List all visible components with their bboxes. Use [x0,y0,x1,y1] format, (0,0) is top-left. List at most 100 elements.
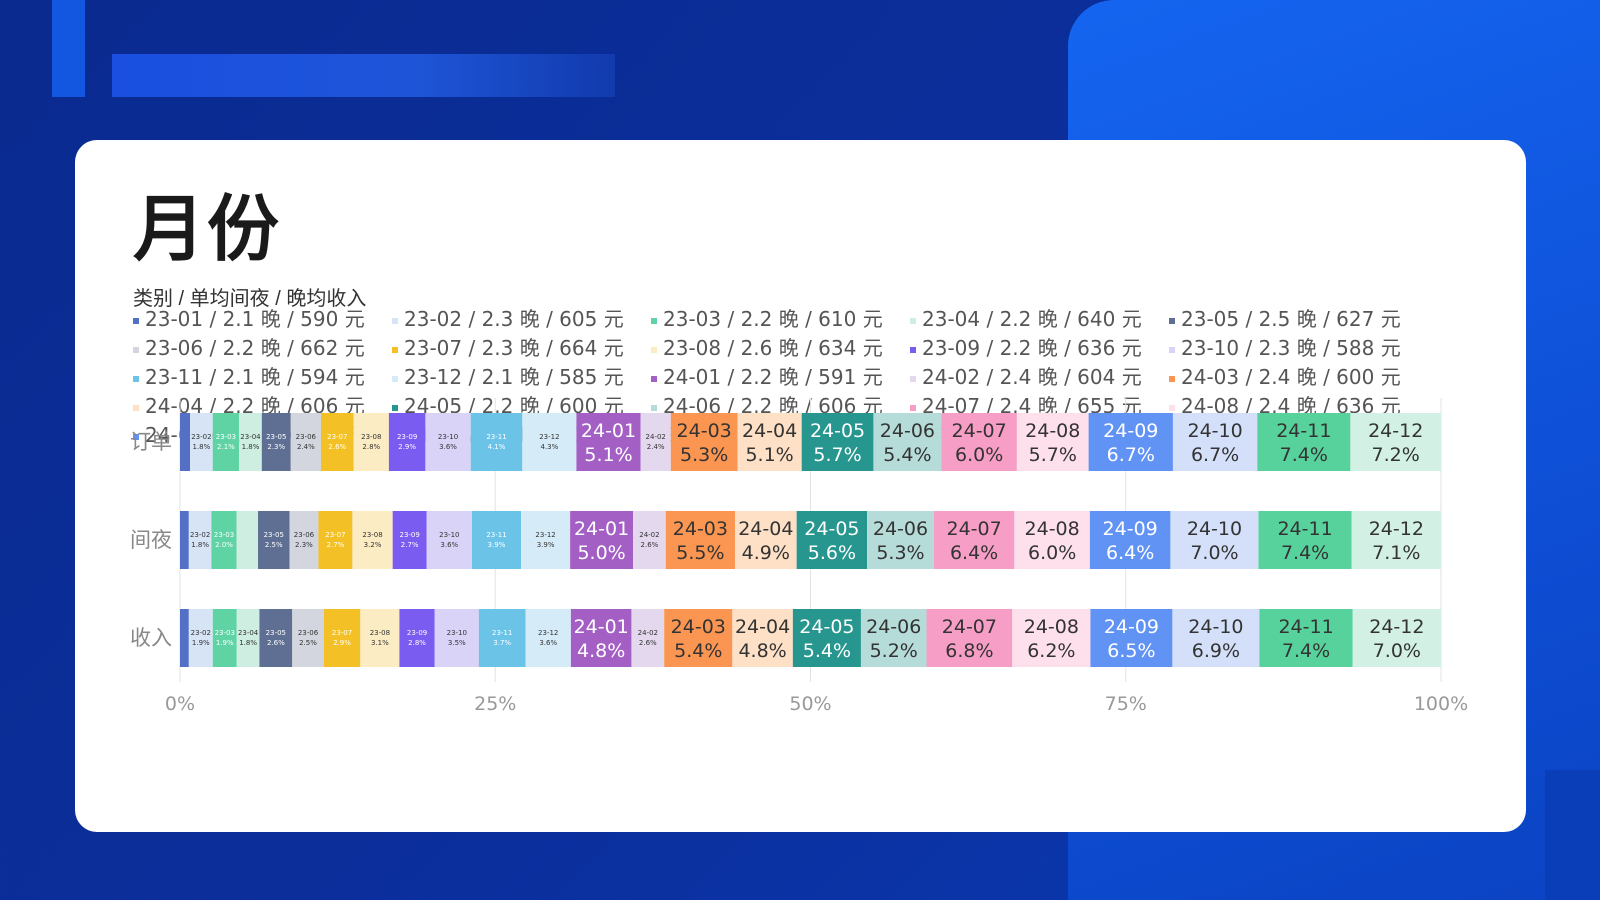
bar-segment-24-04[interactable] [732,609,793,667]
data-label: 2.6% [328,443,346,451]
bar-segment-24-03[interactable] [664,609,733,667]
legend-item-23-03[interactable]: 23-03 / 2.2 晚 / 610 元 [651,303,883,332]
bar-segment-24-11[interactable] [1257,413,1351,471]
bar-segment-23-06[interactable] [289,511,319,569]
bar-segment-24-09[interactable] [1089,511,1171,569]
bar-segment-23-10[interactable] [425,413,471,471]
bar-segment-23-09[interactable] [399,609,435,667]
bar-segment-24-06[interactable] [860,609,927,667]
bar-segment-24-10[interactable] [1172,413,1258,471]
data-label: 23-09 [400,531,420,539]
bar-segment-24-05[interactable] [801,413,874,471]
bar-segment-23-05[interactable] [259,609,293,667]
bar-segment-23-02[interactable] [188,511,212,569]
bar-segment-23-11[interactable] [471,511,522,569]
bar-segment-24-02[interactable] [640,413,671,471]
bar-segment-23-05[interactable] [258,511,290,569]
bar-segment-24-05[interactable] [792,609,861,667]
bar-segment-24-11[interactable] [1259,609,1353,667]
bar-segment-23-08[interactable] [353,413,389,471]
bar-segment-23-09[interactable] [388,413,426,471]
bar-segment-23-01[interactable] [180,413,191,471]
bar-segment-24-07[interactable] [926,609,1013,667]
bar-segment-24-09[interactable] [1088,413,1173,471]
legend-item-23-10[interactable]: 23-10 / 2.3 晚 / 588 元 [1169,332,1401,361]
bar-segment-24-12[interactable] [1352,609,1441,667]
bar-segment-23-06[interactable] [290,413,321,471]
bar-segment-24-06[interactable] [867,511,934,569]
data-label: 24-03 [673,518,728,540]
data-label: 23-11 [492,629,512,637]
legend-item-23-12[interactable]: 23-12 / 2.1 晚 / 585 元 [392,361,624,390]
bar-segment-24-08[interactable] [1016,413,1089,471]
legend-item-23-01[interactable]: 23-01 / 2.1 晚 / 590 元 [133,303,365,332]
bar-segment-24-12[interactable] [1350,413,1441,471]
legend-item-24-01[interactable]: 24-01 / 2.2 晚 / 591 元 [651,361,883,390]
data-label: 1.8% [239,639,257,647]
data-label: 23-08 [361,433,381,441]
bar-segment-24-06[interactable] [873,413,942,471]
bar-segment-23-12[interactable] [521,511,571,569]
data-label: 2.8% [408,639,426,647]
bar-segment-24-05[interactable] [796,511,868,569]
bar-segment-23-07[interactable] [318,511,353,569]
bar-segment-23-03[interactable] [212,609,237,667]
bar-segment-24-03[interactable] [670,413,738,471]
legend-item-23-11[interactable]: 23-11 / 2.1 晚 / 594 元 [133,361,365,390]
bar-segment-24-01[interactable] [576,413,641,471]
bar-segment-23-03[interactable] [212,413,240,471]
bar-segment-24-03[interactable] [665,511,735,569]
bar-segment-24-11[interactable] [1258,511,1352,569]
data-label: 24-06 [866,616,921,638]
data-label: 1.8% [242,443,260,451]
bar-segment-23-10[interactable] [434,609,479,667]
data-label: 24-09 [1104,616,1159,638]
bar-segment-24-10[interactable] [1170,511,1259,569]
bar-segment-23-08[interactable] [360,609,400,667]
data-label: 23-03 [216,433,236,441]
legend-item-24-02[interactable]: 24-02 / 2.4 晚 / 604 元 [910,361,1142,390]
bar-segment-24-09[interactable] [1090,609,1173,667]
bar-segment-23-04[interactable] [239,413,262,471]
legend-item-23-06[interactable]: 23-06 / 2.2 晚 / 662 元 [133,332,365,361]
data-label: 2.6% [267,639,285,647]
bar-segment-23-09[interactable] [392,511,427,569]
bar-segment-23-02[interactable] [188,609,213,667]
bar-segment-23-07[interactable] [320,413,354,471]
bar-segment-23-08[interactable] [352,511,393,569]
legend-item-23-05[interactable]: 23-05 / 2.5 晚 / 627 元 [1169,303,1401,332]
bar-segment-23-07[interactable] [323,609,361,667]
bar-segment-23-11[interactable] [478,609,526,667]
legend-item-23-04[interactable]: 23-04 / 2.2 晚 / 640 元 [910,303,1142,332]
bar-segment-24-10[interactable] [1172,609,1260,667]
bar-segment-24-04[interactable] [734,511,797,569]
legend-item-24-03[interactable]: 24-03 / 2.4 晚 / 600 元 [1169,361,1401,390]
bar-segment-24-01[interactable] [570,609,632,667]
bar-segment-24-07[interactable] [941,413,1017,471]
legend-item-23-07[interactable]: 23-07 / 2.3 晚 / 664 元 [392,332,624,361]
bar-segment-24-08[interactable] [1014,511,1090,569]
bar-segment-24-02[interactable] [633,511,666,569]
bar-segment-23-04[interactable] [236,609,260,667]
bar-segment-23-02[interactable] [190,413,213,471]
bar-segment-24-08[interactable] [1012,609,1091,667]
bar-segment-23-01[interactable] [180,609,189,667]
bar-segment-24-02[interactable] [631,609,665,667]
bar-segment-23-03[interactable] [211,511,237,569]
legend-item-23-09[interactable]: 23-09 / 2.2 晚 / 636 元 [910,332,1142,361]
bar-segment-23-01[interactable] [180,511,189,569]
data-label: 24-07 [952,420,1007,442]
bar-segment-23-12[interactable] [525,609,571,667]
legend-item-23-08[interactable]: 23-08 / 2.6 晚 / 634 元 [651,332,883,361]
bar-segment-24-12[interactable] [1351,511,1441,569]
bar-segment-23-05[interactable] [261,413,291,471]
bar-segment-24-07[interactable] [933,511,1015,569]
bar-segment-23-06[interactable] [292,609,324,667]
bar-segment-23-04[interactable] [236,511,259,569]
bar-segment-24-04[interactable] [737,413,802,471]
bar-segment-23-10[interactable] [426,511,472,569]
bar-segment-23-11[interactable] [470,413,523,471]
bar-segment-23-12[interactable] [522,413,577,471]
legend-item-23-02[interactable]: 23-02 / 2.3 晚 / 605 元 [392,303,624,332]
bar-segment-24-01[interactable] [570,511,634,569]
